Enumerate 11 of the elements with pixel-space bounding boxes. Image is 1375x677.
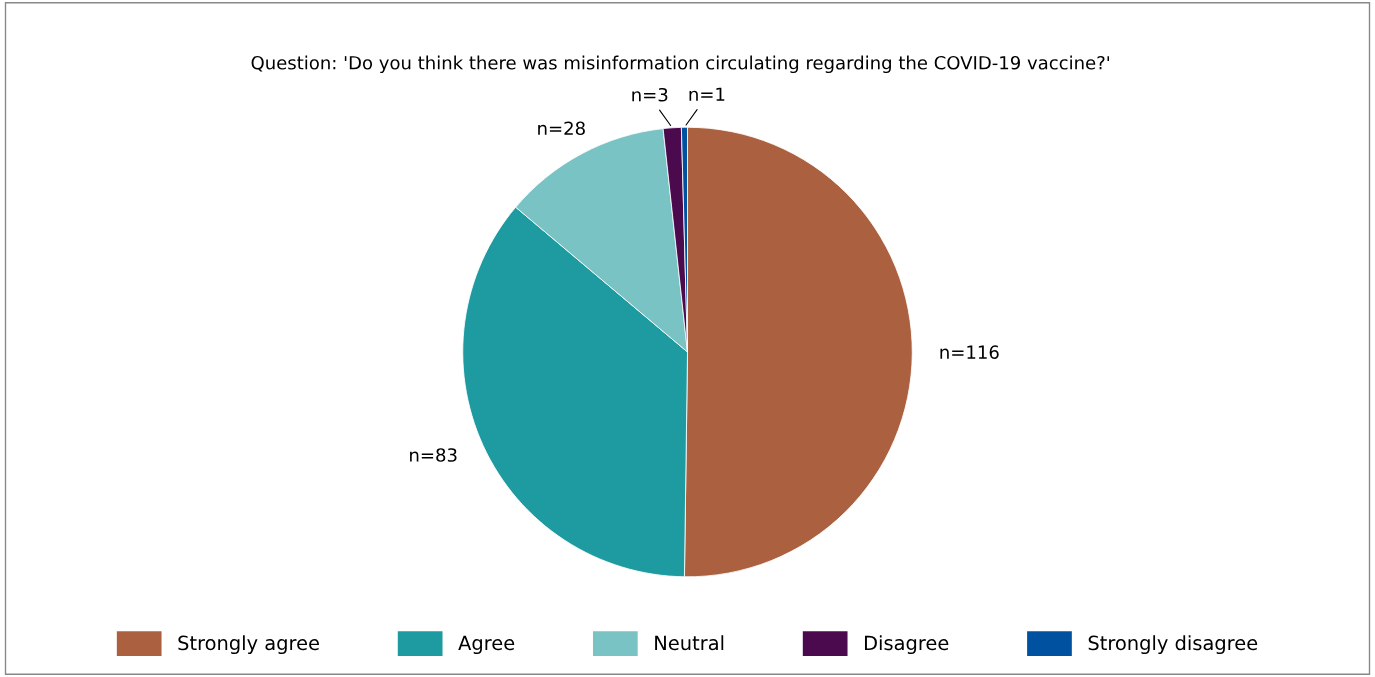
- chart-title: Question: 'Do you think there was misinformation circulating regarding the COVID-19 vaccine?': [251, 55, 1109, 74]
- data-label: n=3: [632, 87, 668, 102]
- legend-label: Agree: [458, 635, 515, 655]
- data-label: n=116: [940, 345, 999, 359]
- data-label: n=1: [689, 87, 725, 101]
- data-label: n=83: [410, 448, 457, 462]
- legend-label: Neutral: [655, 635, 724, 651]
- legend-label: Strongly agree: [178, 635, 319, 655]
- legend-label: Strongly disagree: [1088, 635, 1258, 655]
- data-label: n=28: [538, 121, 585, 136]
- legend-label: Disagree: [864, 635, 949, 655]
